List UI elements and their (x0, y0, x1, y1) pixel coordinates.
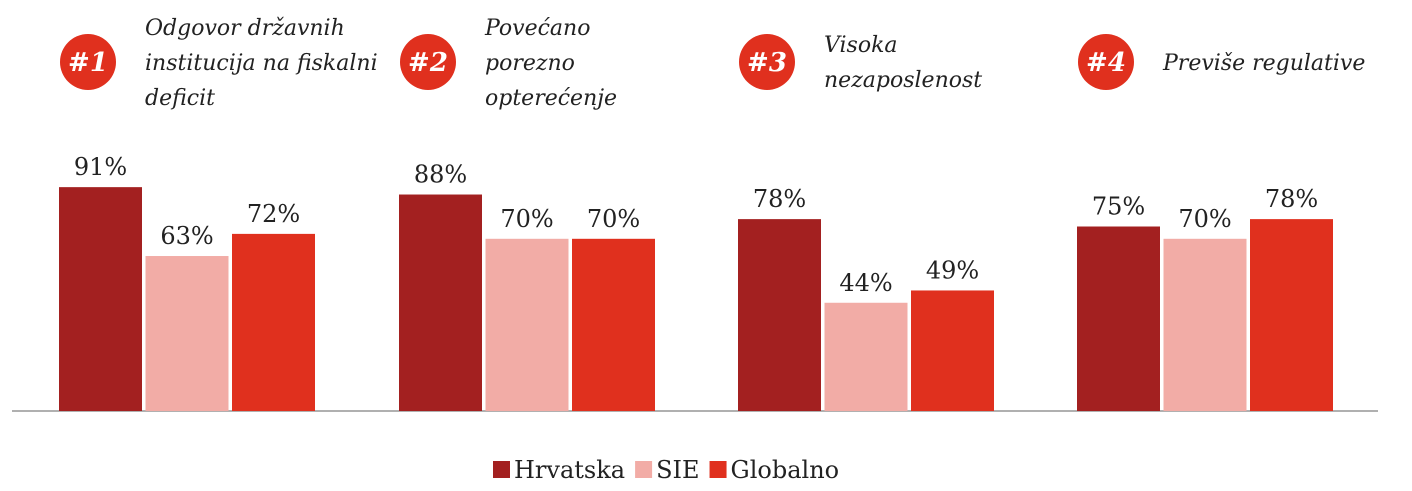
value-label: 49% (926, 256, 979, 284)
rank-label: #4 (1086, 48, 1126, 78)
legend-swatch (709, 461, 727, 478)
legend-label: Globalno (731, 456, 840, 484)
legend-label: SIE (656, 456, 699, 484)
value-label: 78% (1265, 185, 1318, 213)
rank-label: #1 (68, 48, 108, 78)
category-label: Previše regulative (1163, 50, 1366, 76)
bar (485, 238, 569, 411)
bar (232, 233, 315, 411)
value-label: 72% (247, 200, 300, 228)
value-label: 78% (753, 185, 806, 213)
bar (399, 194, 482, 411)
bar (824, 302, 908, 411)
value-label: 70% (1178, 205, 1231, 233)
rank-badge (739, 34, 795, 90)
bar (1163, 238, 1247, 411)
category-label: Povećano porezno opterećenje (485, 15, 618, 111)
rank-badge (400, 34, 456, 90)
rank-badge (60, 34, 116, 90)
rank-label: #3 (747, 48, 787, 78)
value-label: 63% (160, 222, 213, 250)
bar (145, 256, 229, 411)
bar (572, 238, 655, 411)
value-label: 70% (500, 205, 553, 233)
value-label: 70% (587, 205, 640, 233)
category-label: Odgovor državnih institucija na fiskalni… (145, 15, 378, 111)
rank-label: #2 (408, 48, 448, 78)
bar (738, 219, 821, 411)
value-label: 88% (414, 161, 467, 189)
value-label: 44% (839, 269, 892, 297)
value-label: 91% (74, 153, 127, 181)
category-label: Visoka nezaposlenost (824, 33, 983, 93)
rank-badge (1078, 34, 1134, 90)
bar (1250, 219, 1333, 411)
legend-swatch (493, 461, 510, 478)
bar (911, 290, 994, 411)
bar (59, 187, 142, 411)
bar (1077, 226, 1160, 411)
legend-swatch (635, 461, 653, 478)
legend-label: Hrvatska (514, 456, 625, 484)
value-label: 75% (1092, 193, 1145, 221)
